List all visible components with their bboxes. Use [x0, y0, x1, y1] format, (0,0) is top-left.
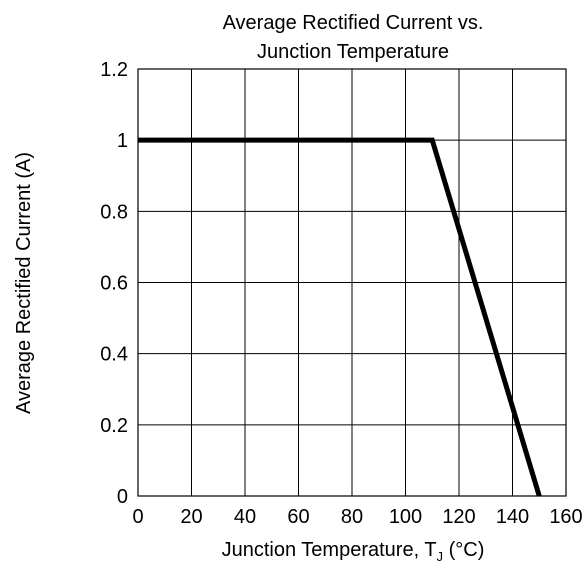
series-layer [138, 137, 542, 497]
x-tick-label: 40 [234, 506, 256, 528]
y-tick-label: 1.2 [100, 59, 128, 81]
x-tick-label: 80 [341, 506, 363, 528]
x-axis-label-main: Junction Temperature, T [222, 539, 437, 561]
y-tick-label: 0 [117, 486, 128, 508]
tick-labels: 0 20 40 60 80 100 120 140 160 0 0.2 0.4 0.6 0.8 1 1.2 [100, 59, 583, 528]
series-line [138, 137, 542, 497]
y-tick-label: 1 [117, 130, 128, 152]
x-tick-label: 0 [132, 506, 143, 528]
x-tick-label: 120 [442, 506, 475, 528]
x-tick-label: 100 [389, 506, 422, 528]
y-axis-label: Average Rectified Current (A) [13, 152, 35, 414]
plot-frame [137, 68, 567, 497]
chart-title-line-2: Junction Temperature [257, 41, 449, 63]
y-tick-label: 0.8 [100, 201, 128, 223]
x-tick-label: 160 [549, 506, 582, 528]
y-tick-label: 0.2 [100, 415, 128, 437]
y-tick-label: 0.6 [100, 273, 128, 295]
x-axis-label-subscript: J [437, 549, 444, 564]
chart-title-line-1: Average Rectified Current vs. [223, 12, 484, 34]
grid-lines [137, 68, 567, 497]
x-tick-label: 140 [496, 506, 529, 528]
x-tick-label: 60 [287, 506, 309, 528]
x-axis-label: Junction Temperature, TJ (°C) [222, 539, 485, 564]
x-tick-label: 20 [180, 506, 202, 528]
x-axis-label-unit: (°C) [443, 539, 484, 561]
y-tick-label: 0.4 [100, 344, 128, 366]
